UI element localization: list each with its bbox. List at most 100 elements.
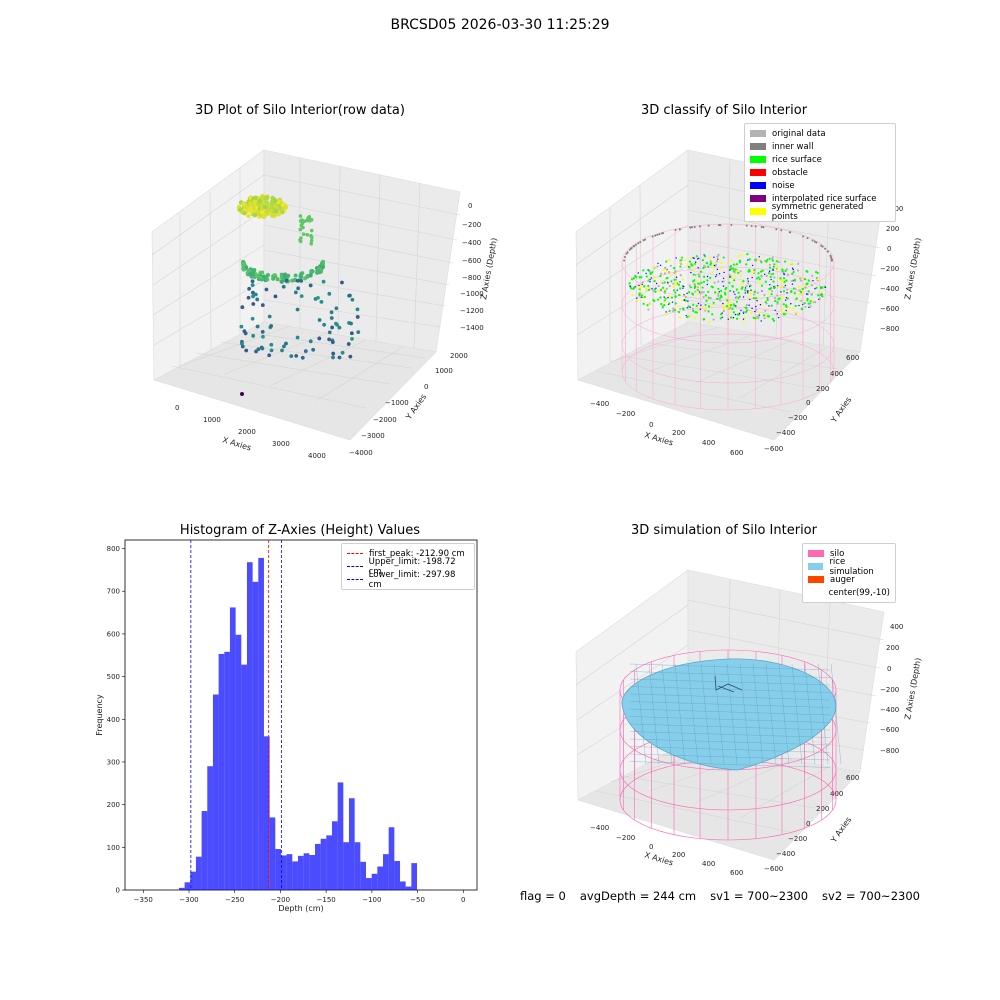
classify-point [771,317,774,321]
classify-point [674,283,678,286]
histogram-bar [178,887,185,890]
legend-entry: Lower_limit: -297.98 cm [347,570,469,590]
histogram-bar [280,855,287,890]
raw-point [299,272,304,277]
classify-point [710,285,713,288]
classify-point [688,260,692,263]
classify-point [699,292,702,295]
histogram-bar [303,853,310,890]
classify-point [748,285,751,288]
mesh-line [629,738,831,746]
classify-point [717,297,721,300]
classify-point [625,252,628,255]
classify-point [729,276,731,278]
classify-point [668,302,671,305]
classify-point [692,273,695,276]
raw-point [334,321,338,326]
classify-point [705,299,708,302]
classify-point [698,225,701,228]
classify-point [819,293,822,296]
classify-point [632,287,635,290]
classify-point [770,292,773,296]
histogram-bar [286,854,293,890]
raw-point [305,274,310,279]
classify-point [637,242,640,245]
classify-point [657,285,660,288]
classify-point [692,309,695,312]
raw-point [255,209,261,215]
raw-point [308,273,313,278]
classify-point [673,308,677,312]
simulation-plot-title: 3D simulation of Silo Interior [631,523,817,538]
classify-point [692,269,695,272]
mesh-line [635,663,647,765]
classify-point [698,275,701,278]
classify-point [703,255,707,258]
classify-point [768,287,771,291]
classify-point [776,302,779,305]
classify-point [800,279,803,282]
classify-point [701,259,704,262]
classify-point [695,255,698,258]
classify-point [802,235,805,238]
raw-ztick: −1000 [460,290,484,298]
legend-swatch-inner-wall [750,143,766,150]
classify-point [661,282,664,285]
classify-point [736,317,739,320]
classify-point [698,291,701,293]
classify-point [722,256,725,259]
classify-point [776,313,779,315]
classify-point [684,258,687,261]
classify-point [673,278,676,281]
simulation-ztick: −800 [880,747,899,755]
classify-point [694,285,697,289]
classify-point [694,311,697,314]
classify-point [737,271,740,274]
legend-entry: original data [750,127,890,140]
raw-point [239,324,244,329]
classify-point [782,290,786,293]
raw-point [294,353,299,358]
classify-point [755,297,758,300]
raw-point [275,277,280,282]
classify-point [761,269,764,272]
classify-point [702,295,705,299]
classify-point [747,259,749,261]
classify-point [815,241,818,244]
classify-point [707,296,710,299]
classify-point [735,295,738,299]
raw-point [241,267,246,272]
classify-point [643,295,646,299]
raw-point [270,213,275,218]
histogram-bar [354,842,361,890]
histogram-bar [218,653,225,890]
simulation-ylabel: Y Axies [829,815,854,845]
classify-point [744,287,747,289]
raw-ztick: −1200 [460,307,484,315]
classify-point [732,267,735,270]
classify-point [642,239,645,242]
histogram-bar [388,827,395,890]
histogram-bar [195,856,202,890]
simulation-ztick: 0 [887,665,891,673]
classify-point [725,286,728,289]
raw-point [331,355,335,360]
classify-point [642,296,645,300]
classify-point [746,282,750,285]
classify-point [756,300,758,302]
classify-point [742,311,745,314]
raw-point [309,238,314,243]
legend-swatch-original-data [750,130,766,137]
classify-point [780,296,783,299]
raw-point [255,297,260,302]
classify-point [794,287,797,290]
legend-entry: rice surface [750,153,890,166]
mesh-line [629,746,831,753]
mesh-line [629,678,831,686]
classify-point [773,276,776,279]
classify-point [712,301,715,304]
classify-point [830,256,833,259]
classify-point [688,291,691,294]
legend-entry: silo [808,547,890,560]
